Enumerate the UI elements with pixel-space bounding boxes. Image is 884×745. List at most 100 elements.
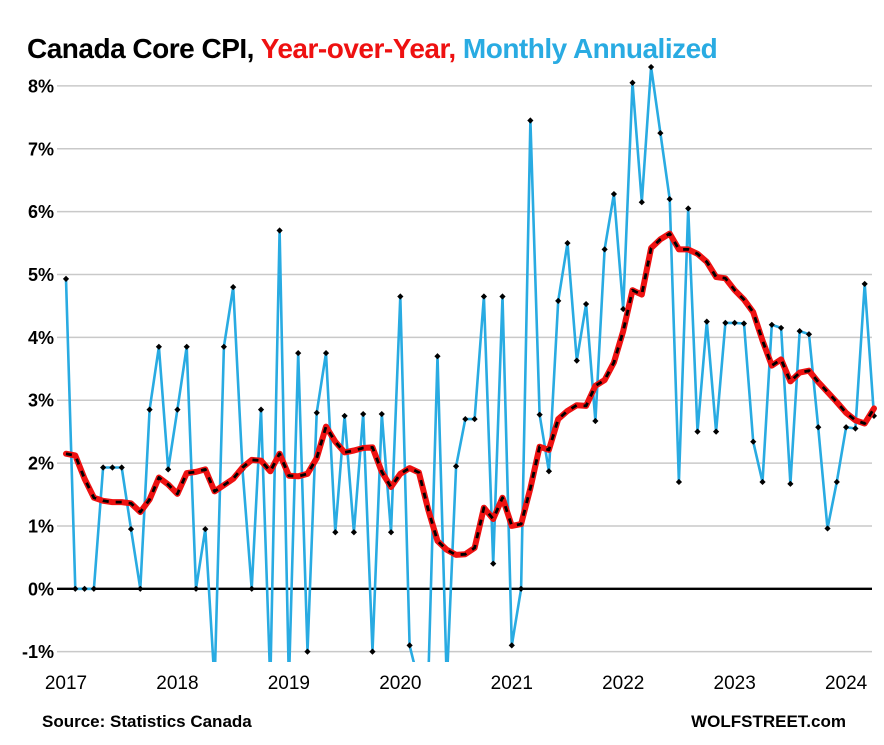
data-point-marker	[322, 349, 330, 357]
y-axis-tick-label: 4%	[28, 328, 54, 348]
x-axis-tick-label: 2023	[714, 673, 756, 694]
data-point-marker	[694, 428, 701, 435]
data-point-marker	[100, 464, 107, 471]
data-point-marker	[304, 648, 311, 655]
data-point-marker	[220, 343, 227, 350]
data-point-marker	[573, 357, 580, 364]
data-point-marker	[527, 117, 534, 124]
data-point-marker	[861, 280, 868, 288]
data-point-marker	[62, 275, 70, 283]
data-point-marker	[165, 466, 172, 473]
data-point-marker	[555, 297, 562, 305]
data-point-marker	[490, 560, 497, 567]
data-point-marker	[536, 411, 543, 418]
y-axis-tick-label: 0%	[28, 579, 54, 599]
data-point-marker	[657, 129, 664, 137]
data-point-marker	[815, 424, 822, 431]
data-point-marker	[824, 525, 831, 532]
y-axis-tick-label: -1%	[22, 642, 54, 662]
data-point-marker	[666, 195, 673, 203]
y-axis-tick-label: 7%	[28, 139, 54, 159]
data-point-marker	[406, 642, 413, 649]
data-point-marker	[740, 320, 748, 327]
data-point-marker	[155, 343, 162, 350]
data-point-marker	[592, 417, 599, 425]
yoy-line-dash-pattern	[65, 232, 876, 557]
data-point-marker	[378, 410, 385, 418]
chart-title-main: Canada Core CPI,	[27, 32, 254, 64]
data-point-marker	[118, 464, 125, 471]
data-point-marker	[685, 205, 692, 212]
data-point-marker	[332, 529, 339, 536]
data-point-marker	[295, 349, 302, 357]
x-axis-tick-label: 2017	[45, 673, 87, 694]
data-point-marker	[517, 585, 525, 592]
data-point-marker	[731, 319, 738, 327]
data-point-marker	[582, 300, 590, 308]
data-point-marker	[350, 529, 357, 536]
data-point-marker	[369, 648, 376, 655]
monthly-annualized-series	[62, 63, 878, 662]
data-point-marker	[610, 190, 618, 198]
year-over-year-series	[63, 230, 877, 558]
y-axis-tick-label: 1%	[28, 516, 54, 536]
y-axis-tick-label: 6%	[28, 202, 54, 222]
data-point-marker	[462, 415, 469, 423]
chart-title-yoy-legend: Year-over-Year,	[253, 32, 456, 64]
chart-footer: Source: Statistics Canada WOLFSTREET.com	[0, 710, 884, 740]
x-axis-tick-label: 2022	[602, 673, 644, 694]
data-point-marker	[508, 642, 515, 649]
x-axis-tick-label: 2024	[825, 673, 868, 694]
data-point-marker	[833, 478, 840, 486]
data-point-marker	[109, 464, 116, 471]
data-point-marker	[564, 239, 571, 247]
data-point-marker	[146, 406, 153, 413]
x-axis-tick-label: 2019	[268, 673, 310, 694]
x-axis-tick-label: 2020	[379, 673, 421, 694]
data-point-marker	[647, 63, 655, 71]
data-point-marker	[768, 321, 775, 328]
data-point-marker	[174, 406, 181, 413]
data-point-marker	[202, 525, 209, 533]
data-point-marker	[620, 305, 627, 313]
cpi-line-chart-svg: 8% 7% 6% 5% 4% 3% 2% 1% 0% -1% 2017 2018 2019 2020 202…	[22, 63, 878, 694]
data-point-marker	[750, 438, 757, 445]
data-point-marker	[434, 353, 441, 360]
wolfstreet-brand: WOLFSTREET.com	[691, 712, 846, 731]
data-point-marker	[675, 478, 683, 486]
data-point-marker	[183, 343, 190, 350]
data-point-marker	[192, 585, 200, 592]
cpi-line-chart: 8% 7% 6% 5% 4% 3% 2% 1% 0% -1% 2017 2018 2019 2020 202…	[22, 63, 878, 694]
data-point-marker	[796, 327, 803, 335]
data-point-marker	[499, 293, 506, 300]
data-point-marker	[638, 199, 645, 206]
data-point-marker	[72, 585, 79, 592]
data-point-marker	[276, 227, 283, 234]
data-point-marker	[90, 585, 97, 592]
data-point-marker	[360, 410, 367, 418]
chart-title-annualized-legend: Monthly Annualized	[455, 32, 718, 64]
data-point-marker	[703, 318, 710, 325]
data-point-marker	[759, 478, 766, 486]
chart-title: Canada Core CPI, Year-over-Year, Monthly…	[27, 32, 718, 65]
data-point-marker	[257, 406, 265, 413]
data-point-marker	[722, 319, 729, 327]
data-point-marker	[137, 585, 144, 592]
data-point-marker	[341, 412, 348, 420]
data-point-marker	[843, 424, 850, 431]
data-point-marker	[712, 428, 720, 435]
data-point-marker	[805, 331, 813, 338]
data-point-marker	[777, 324, 785, 332]
data-point-marker	[248, 585, 255, 592]
monthly-annualized-line	[64, 65, 876, 662]
data-point-marker	[852, 425, 859, 432]
data-point-marker	[313, 409, 320, 416]
data-point-marker	[230, 283, 237, 291]
data-point-marker	[397, 293, 404, 300]
data-point-marker	[452, 463, 460, 470]
y-axis-tick-label: 8%	[28, 76, 54, 96]
data-point-marker	[629, 79, 636, 86]
data-point-marker	[387, 529, 395, 536]
x-axis-tick-label: 2018	[156, 673, 198, 694]
